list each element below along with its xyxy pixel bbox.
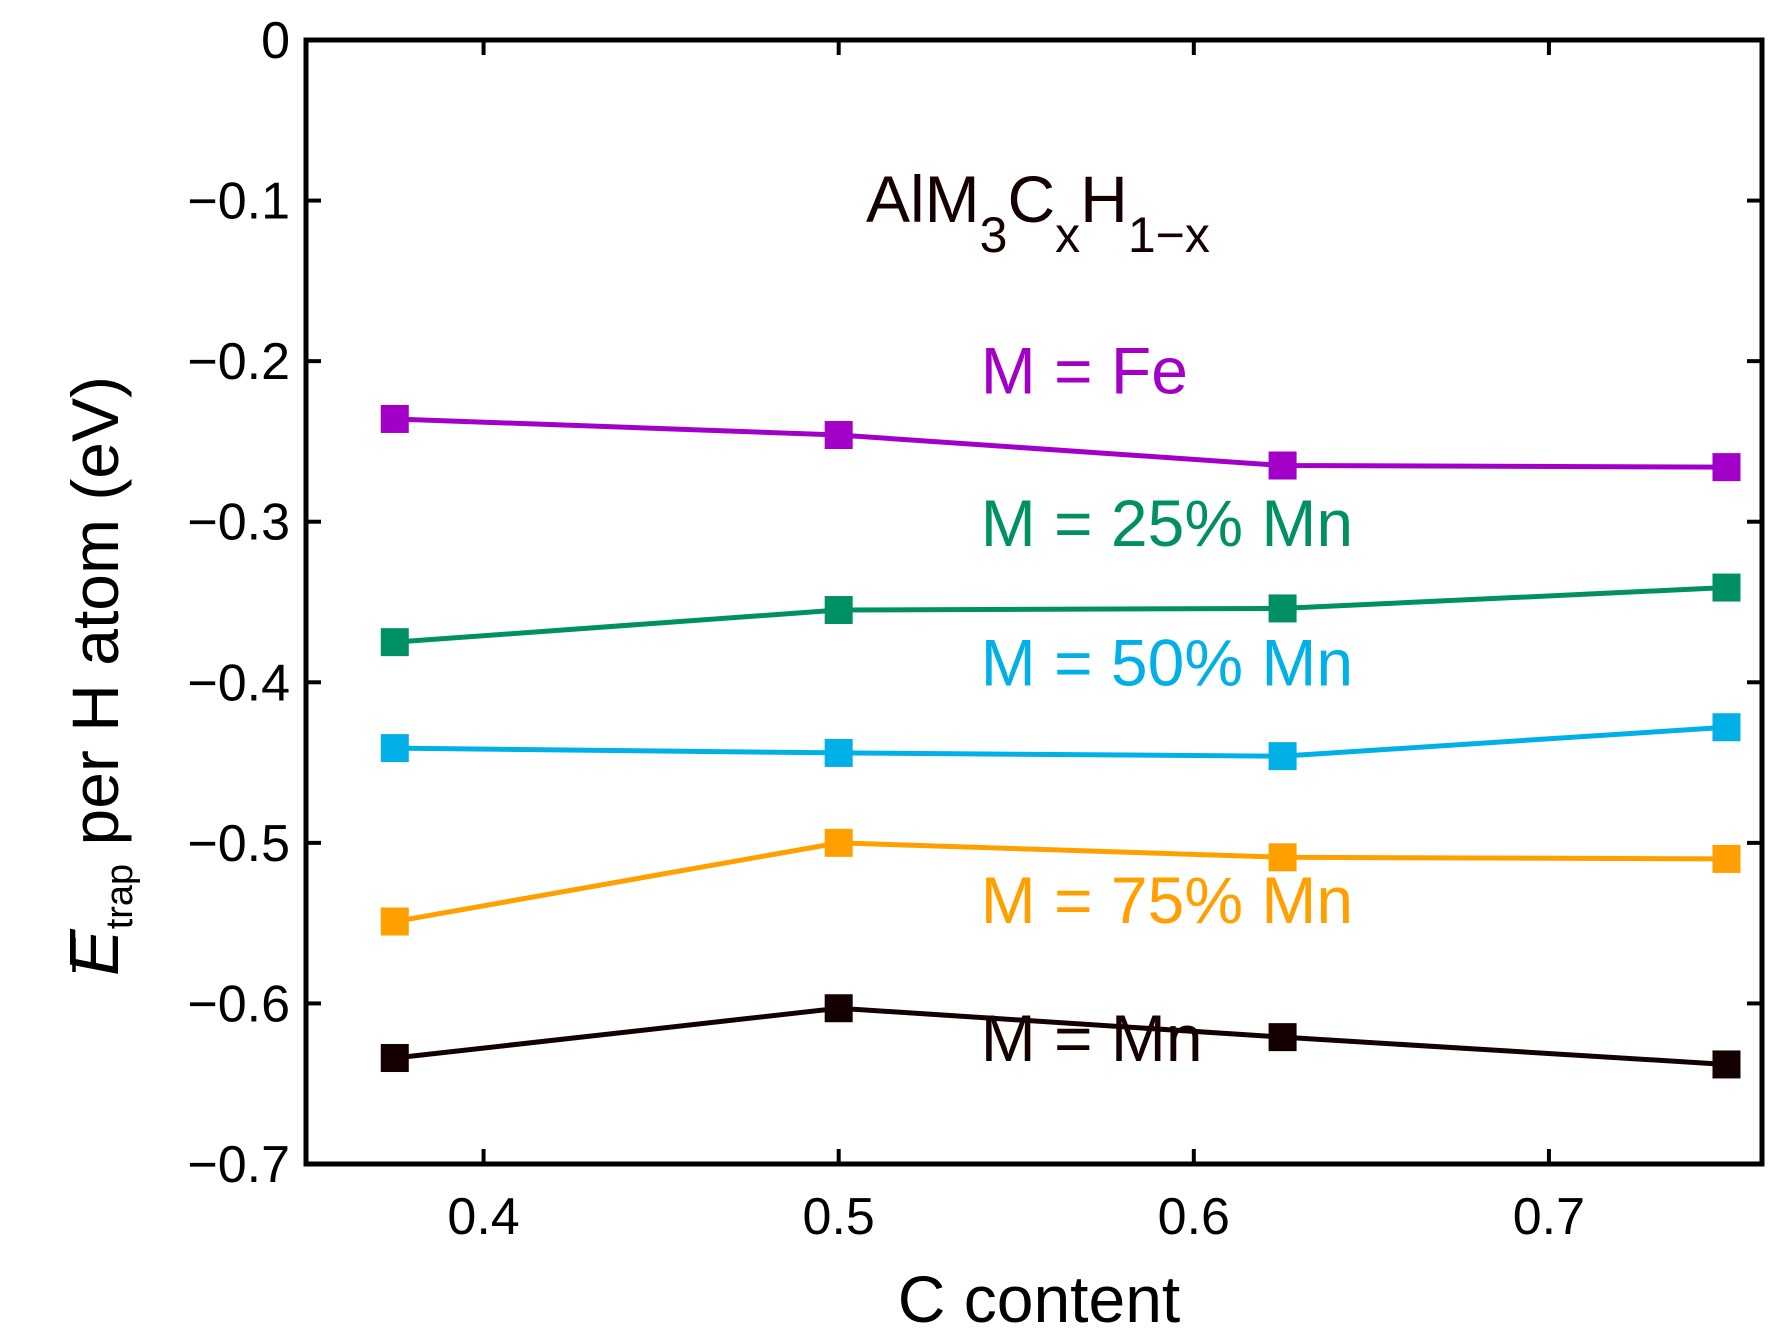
data-point: [380, 907, 409, 936]
data-point: [380, 404, 409, 433]
data-point: [1712, 573, 1741, 602]
y-tick-label: −0.5: [187, 815, 290, 873]
series-4: [380, 994, 1741, 1079]
formula-text: H: [1080, 162, 1128, 236]
data-point: [824, 994, 853, 1023]
axes: 0.4 0.5 0.6 0.7 0 −0.1 −0.2 −0.3 −0.4 −0.5 −0.6 −0.…: [187, 12, 1765, 1246]
series-line: [394, 840, 1727, 924]
data-point: [824, 828, 853, 857]
y-axis-label-subscript: trap: [99, 864, 141, 929]
y-tick-label: −0.2: [187, 333, 290, 391]
data-point: [380, 1044, 409, 1073]
series-2: [380, 713, 1741, 771]
x-tick-label: 0.5: [803, 1188, 875, 1246]
y-tick-label: −0.7: [187, 1136, 290, 1194]
data-point: [824, 421, 853, 450]
data-point: [1268, 451, 1297, 480]
y-axis-label-symbol: E: [55, 928, 133, 976]
data-point: [1268, 843, 1297, 872]
x-tick-label: 0.7: [1513, 1188, 1585, 1246]
series-label: M = 50% Mn: [981, 625, 1353, 699]
series-label: M = 75% Mn: [981, 863, 1353, 937]
series-label: M = Mn: [981, 1001, 1203, 1075]
x-tick-label: 0.6: [1158, 1188, 1230, 1246]
series-label: M = Fe: [981, 333, 1188, 407]
data-point: [380, 734, 409, 763]
y-tick-label: −0.6: [187, 975, 290, 1033]
data-point: [1712, 844, 1741, 873]
data-point: [824, 596, 853, 625]
series-label: M = 25% Mn: [981, 486, 1353, 560]
chart-text: C content Etrap per H atom (eV) M = Fe M …: [55, 162, 1353, 1336]
svg-text:Etrap per H atom (eV): Etrap per H atom (eV): [55, 376, 141, 976]
y-tick-label: −0.3: [187, 494, 290, 552]
series-1: [380, 573, 1741, 657]
data-point: [1712, 713, 1741, 742]
data-point: [824, 738, 853, 767]
y-tick-label: −0.1: [187, 173, 290, 231]
formula-annotation: AlM3CxH1−x: [866, 162, 1210, 263]
series-0: [380, 404, 1741, 482]
series-3: [380, 828, 1741, 936]
formula-subscript: x: [1055, 207, 1080, 263]
x-tick-label: 0.4: [447, 1188, 519, 1246]
series-line: [394, 416, 1727, 470]
data-marks: [380, 404, 1741, 1079]
data-point: [1712, 1050, 1741, 1079]
formula-text: C: [1007, 162, 1055, 236]
data-point: [380, 628, 409, 657]
y-axis-label: Etrap per H atom (eV): [55, 376, 141, 976]
data-point: [1268, 1023, 1297, 1052]
formula-subscript: 3: [980, 207, 1008, 263]
series-line: [394, 1005, 1727, 1067]
y-tick-label: 0: [261, 12, 290, 70]
data-point: [1712, 453, 1741, 482]
y-tick-label: −0.4: [187, 654, 290, 712]
series-line: [394, 724, 1727, 759]
y-axis-label-text: per H atom (eV): [58, 376, 132, 864]
x-axis-label: C content: [898, 1262, 1181, 1336]
series-line: [394, 585, 1727, 645]
formula-text: AlM: [866, 162, 980, 236]
data-point: [1268, 742, 1297, 771]
plot-frame: [303, 37, 1765, 1167]
data-point: [1268, 594, 1297, 623]
formula-subscript: 1−x: [1128, 207, 1210, 263]
